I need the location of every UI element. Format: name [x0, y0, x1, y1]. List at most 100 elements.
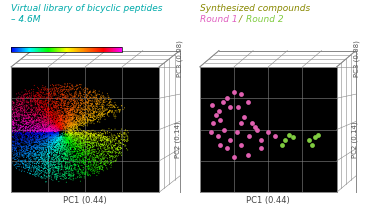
Point	[4, 118, 10, 122]
Point	[103, 148, 109, 152]
Point	[85, 117, 91, 120]
Point	[51, 134, 57, 137]
Point	[33, 140, 39, 144]
Point	[104, 148, 110, 151]
Point	[56, 126, 61, 130]
Point	[17, 151, 23, 155]
Point	[23, 161, 29, 164]
Point	[7, 106, 13, 109]
Point	[67, 137, 73, 140]
Point	[4, 109, 10, 112]
Point	[41, 159, 47, 163]
Point	[84, 157, 90, 160]
Point	[65, 112, 71, 116]
Point	[60, 85, 66, 88]
Point	[78, 110, 84, 113]
Point	[44, 167, 50, 170]
Point	[6, 111, 12, 115]
Point	[93, 166, 99, 169]
Point	[61, 127, 67, 130]
Point	[80, 140, 86, 144]
Point	[63, 164, 69, 167]
Point	[67, 133, 73, 136]
Point	[74, 133, 80, 136]
Point	[77, 134, 83, 138]
Point	[74, 142, 80, 145]
Point	[39, 109, 45, 113]
Point	[68, 178, 74, 181]
Point	[34, 127, 40, 130]
Point	[55, 155, 61, 158]
Point	[20, 125, 26, 128]
Point	[16, 154, 22, 158]
Point	[71, 104, 77, 107]
Point	[58, 106, 64, 109]
Point	[78, 133, 84, 136]
Point	[17, 119, 23, 122]
Point	[74, 131, 80, 135]
Point	[110, 157, 115, 160]
Point	[92, 149, 98, 153]
Point	[26, 153, 31, 157]
Point	[48, 112, 54, 116]
Point	[68, 96, 74, 100]
Point	[117, 135, 122, 138]
Point	[63, 152, 68, 155]
Point	[122, 139, 128, 142]
Point	[2, 145, 8, 149]
Point	[55, 149, 61, 152]
Point	[61, 173, 67, 176]
Point	[65, 125, 71, 128]
Point	[62, 136, 68, 139]
Point	[117, 111, 122, 114]
Point	[91, 107, 97, 110]
Point	[27, 139, 33, 142]
Point	[98, 131, 104, 134]
Point	[50, 101, 56, 104]
Point	[76, 132, 82, 136]
Point	[6, 110, 12, 113]
Point	[86, 132, 92, 136]
Point	[59, 85, 65, 89]
Point	[24, 125, 30, 128]
Point	[93, 96, 99, 99]
Point	[64, 116, 70, 120]
Point	[54, 143, 60, 147]
Point	[83, 131, 89, 134]
Point	[2, 110, 8, 113]
Point	[33, 166, 38, 169]
Point	[99, 96, 105, 99]
Point	[94, 100, 100, 103]
Point	[70, 140, 76, 143]
Point	[22, 135, 28, 139]
Point	[92, 96, 98, 100]
Point	[102, 143, 108, 146]
Point	[60, 112, 66, 115]
Point	[38, 94, 44, 97]
Point	[57, 121, 63, 124]
Point	[102, 108, 108, 111]
Point	[43, 124, 48, 127]
Point	[54, 116, 60, 119]
Point	[24, 148, 30, 151]
Point	[35, 131, 41, 135]
Point	[91, 142, 97, 146]
Point	[89, 96, 95, 99]
Point	[26, 130, 32, 134]
Point	[56, 167, 62, 170]
Point	[19, 136, 25, 139]
Point	[54, 139, 60, 142]
Point	[16, 131, 21, 135]
Point	[42, 89, 48, 92]
Point	[9, 158, 14, 162]
Point	[44, 117, 50, 121]
Point	[19, 145, 25, 148]
Point	[75, 140, 81, 143]
Point	[74, 123, 80, 126]
Point	[46, 108, 52, 111]
Point	[94, 135, 100, 139]
Point	[61, 96, 67, 99]
Point	[16, 163, 22, 166]
Point	[79, 99, 85, 103]
Point	[59, 154, 65, 158]
